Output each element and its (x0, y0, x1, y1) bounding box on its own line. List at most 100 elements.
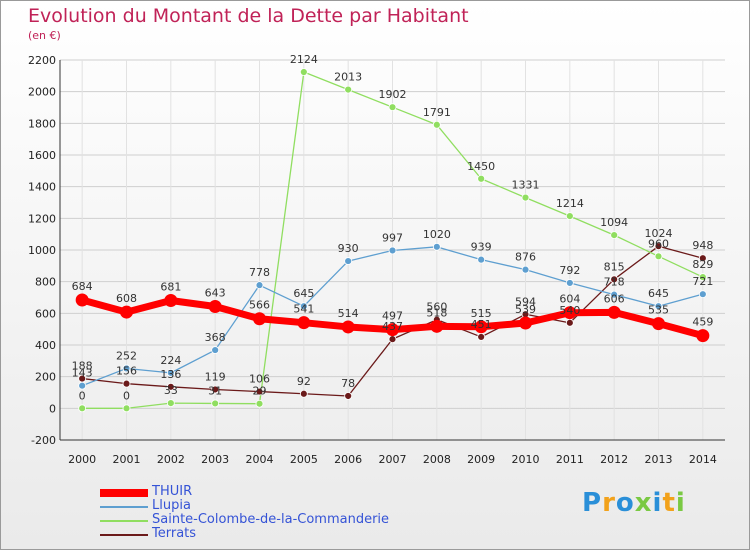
data-point-sainte-colombe-de-la-commanderie (432, 120, 441, 129)
x-tick-label: 2002 (157, 453, 185, 466)
x-tick-label: 2004 (246, 453, 274, 466)
y-tick-label: 1800 (28, 117, 56, 130)
data-label-terrats: 437 (382, 320, 403, 333)
data-point-thuir (386, 323, 399, 337)
data-point-sainte-colombe-de-la-commanderie (299, 68, 308, 76)
data-label-terrats: 451 (471, 318, 492, 331)
data-point-thuir (519, 316, 532, 330)
data-label-terrats: 948 (692, 239, 713, 252)
data-label-thuir: 608 (116, 292, 137, 305)
x-tick-label: 2012 (600, 453, 628, 466)
data-point-thuir (696, 329, 710, 343)
data-point-sainte-colombe-de-la-commanderie (344, 85, 353, 94)
legend-swatch (100, 506, 148, 508)
data-point-llupia (78, 381, 87, 390)
y-tick-label: 400 (35, 339, 56, 352)
data-point-terrats (610, 275, 619, 284)
data-label-sainte-colombe-de-la-commanderie: 1331 (512, 179, 540, 192)
data-label-sainte-colombe-de-la-commanderie: 829 (692, 258, 713, 271)
x-tick-label: 2007 (379, 453, 407, 466)
data-point-sainte-colombe-de-la-commanderie (698, 273, 707, 281)
x-tick-label: 2008 (423, 453, 451, 466)
x-tick-label: 2014 (689, 453, 717, 466)
line-chart: -200020040060080010001200140016001800200… (28, 53, 725, 466)
data-point-thuir (563, 306, 577, 320)
data-point-llupia (255, 281, 264, 290)
data-point-thuir (297, 316, 311, 330)
data-label-llupia: 721 (692, 275, 713, 288)
data-label-terrats: 594 (515, 295, 536, 308)
y-tick-label: 2200 (28, 54, 56, 67)
data-label-terrats: 78 (341, 377, 355, 390)
data-point-thuir (120, 305, 133, 319)
data-point-terrats (698, 254, 707, 263)
data-label-llupia: 1020 (423, 228, 451, 241)
data-label-terrats: 560 (426, 301, 447, 314)
logo-letter: i (652, 488, 663, 518)
data-label-terrats: 540 (559, 304, 580, 317)
data-point-sainte-colombe-de-la-commanderie (122, 404, 131, 413)
data-label-thuir: 643 (205, 287, 226, 300)
axes: -200020040060080010001200140016001800200… (28, 54, 725, 466)
data-point-terrats (565, 318, 574, 327)
proxiti-logo: Proxiti (582, 488, 686, 518)
y-tick-label: 1600 (28, 149, 56, 162)
data-point-terrats (344, 392, 353, 400)
data-label-thuir: 604 (559, 293, 580, 306)
data-label-thuir: 681 (160, 281, 181, 294)
data-label-terrats: 119 (205, 370, 226, 383)
data-label-thuir: 497 (382, 310, 403, 323)
data-label-thuir: 459 (692, 316, 713, 329)
data-point-llupia (344, 257, 353, 265)
data-point-thuir (75, 293, 89, 307)
data-label-terrats: 156 (116, 365, 137, 378)
data-label-sainte-colombe-de-la-commanderie: 0 (79, 389, 86, 402)
data-point-llupia (698, 290, 707, 299)
data-point-sainte-colombe-de-la-commanderie (654, 252, 663, 261)
x-tick-label: 2011 (556, 453, 584, 466)
data-point-terrats (166, 382, 175, 391)
data-label-sainte-colombe-de-la-commanderie: 2124 (290, 53, 318, 66)
data-label-thuir: 518 (426, 306, 447, 319)
data-point-thuir (652, 317, 665, 331)
y-tick-label: 0 (49, 402, 56, 415)
y-tick-label: 2000 (28, 86, 56, 99)
y-tick-label: 800 (35, 276, 56, 289)
data-label-thuir: 541 (293, 303, 314, 316)
data-label-llupia: 778 (249, 266, 270, 279)
data-point-terrats (122, 379, 131, 388)
data-label-thuir: 566 (249, 299, 270, 312)
data-label-terrats: 136 (160, 368, 181, 381)
data-point-terrats (654, 242, 663, 251)
data-point-llupia (432, 242, 441, 251)
logo-letter: t (662, 488, 676, 518)
y-tick-label: 1200 (28, 212, 56, 225)
data-point-llupia (299, 302, 308, 311)
data-point-sainte-colombe-de-la-commanderie (78, 404, 87, 413)
legend-label: Sainte-Colombe-de-la-Commanderie (152, 512, 390, 527)
x-tick-label: 2013 (645, 453, 673, 466)
data-label-terrats: 188 (72, 360, 93, 373)
data-point-sainte-colombe-de-la-commanderie (388, 103, 397, 112)
data-labels: 188 156 136 119 106 92 78 437 560 451 594 540 815 102… (72, 53, 714, 402)
data-point-thuir (474, 320, 488, 334)
data-point-sainte-colombe-de-la-commanderie (166, 399, 175, 408)
data-label-llupia: 997 (382, 231, 403, 244)
data-point-thuir (164, 294, 178, 308)
data-label-llupia: 792 (559, 264, 580, 277)
data-label-sainte-colombe-de-la-commanderie: 31 (208, 384, 222, 397)
data-point-sainte-colombe-de-la-commanderie (565, 212, 574, 221)
data-label-llupia: 143 (72, 367, 93, 380)
data-point-llupia (166, 368, 175, 377)
x-tick-label: 2010 (512, 453, 540, 466)
y-tick-label: 1400 (28, 181, 56, 194)
data-label-sainte-colombe-de-la-commanderie: 1094 (600, 216, 628, 229)
legend-swatch (100, 534, 148, 536)
data-point-terrats (211, 385, 220, 394)
data-label-thuir: 539 (515, 303, 536, 316)
data-point-sainte-colombe-de-la-commanderie (255, 399, 264, 408)
data-point-llupia (477, 255, 486, 264)
data-label-thuir: 535 (648, 304, 669, 317)
data-label-sainte-colombe-de-la-commanderie: 2013 (334, 71, 362, 84)
logo-letter: o (615, 488, 635, 518)
